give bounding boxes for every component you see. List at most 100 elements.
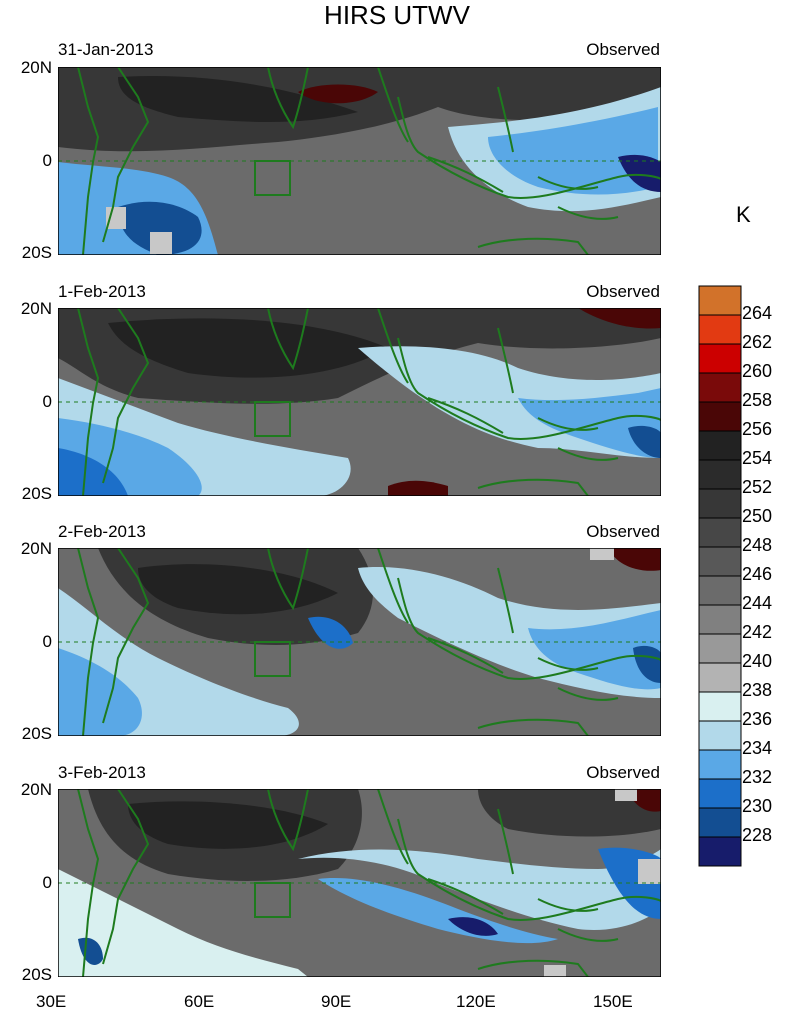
panel-observed-label: Observed bbox=[586, 522, 660, 541]
moist-region bbox=[118, 201, 202, 255]
missing-data-patch bbox=[590, 548, 614, 560]
lat-label-20s: 20S bbox=[21, 243, 52, 262]
lon-label: 30E bbox=[36, 992, 67, 1011]
panel-observed-label: Observed bbox=[586, 763, 660, 782]
figure-title: HIRS UTWV bbox=[324, 0, 470, 30]
colorbar-tick-label: 238 bbox=[742, 680, 773, 700]
moist-region bbox=[308, 616, 353, 649]
moist-region bbox=[58, 648, 142, 736]
moist-region bbox=[518, 388, 661, 458]
moist-region bbox=[488, 107, 658, 195]
colorbar-swatch bbox=[698, 836, 742, 867]
colorbar-tick-label: 254 bbox=[742, 448, 773, 468]
colorbar-tick-label: 248 bbox=[742, 535, 773, 555]
colorbar-swatch bbox=[698, 285, 742, 316]
colorbar-tick-label: 242 bbox=[742, 622, 773, 642]
colorbar-swatch bbox=[698, 459, 742, 490]
colorbar-tick-label: 236 bbox=[742, 709, 773, 729]
colorbar-tick-label: 234 bbox=[742, 738, 773, 758]
region-box bbox=[254, 401, 291, 437]
colorbar-tick-label: 260 bbox=[742, 361, 773, 381]
lon-label: 150E bbox=[593, 992, 633, 1011]
colorbar-tick-label: 256 bbox=[742, 419, 773, 439]
colorbar-tick-label: 264 bbox=[742, 303, 773, 323]
moist-region bbox=[58, 869, 308, 977]
region-box bbox=[254, 882, 291, 918]
panel-observed-label: Observed bbox=[586, 40, 660, 59]
lat-label-20n: 20N bbox=[20, 299, 52, 318]
coastline bbox=[77, 789, 661, 977]
region-box bbox=[254, 160, 291, 196]
colorbar-swatch bbox=[698, 488, 742, 519]
moist-region bbox=[618, 154, 661, 192]
colorbar-tick-label: 232 bbox=[742, 767, 773, 787]
region-box bbox=[254, 641, 291, 677]
map-panel bbox=[58, 67, 661, 255]
colorbar-swatch bbox=[698, 401, 742, 432]
colorbar-swatch bbox=[698, 343, 742, 374]
colorbar-swatch bbox=[698, 314, 742, 345]
map-panel bbox=[58, 308, 661, 496]
coastline bbox=[77, 67, 661, 255]
panel-date-label: 1-Feb-2013 bbox=[58, 282, 146, 301]
panel-date-label: 31-Jan-2013 bbox=[58, 40, 154, 59]
colorbar-swatch bbox=[698, 430, 742, 461]
panel-date-label: 2-Feb-2013 bbox=[58, 522, 146, 541]
missing-data-patch bbox=[544, 965, 566, 977]
panel-date-label: 3-Feb-2013 bbox=[58, 763, 146, 782]
colorbar-tick-label: 228 bbox=[742, 825, 773, 845]
colorbar-tick-label: 244 bbox=[742, 593, 773, 613]
lat-label-20s: 20S bbox=[21, 965, 52, 984]
colorbar-tick-label: 240 bbox=[742, 651, 773, 671]
colorbar-swatch bbox=[698, 372, 742, 403]
colorbar-swatch bbox=[698, 633, 742, 664]
darker-region bbox=[108, 318, 388, 378]
lat-label-0: 0 bbox=[42, 151, 52, 170]
moist-region bbox=[628, 425, 661, 458]
lat-label-20s: 20S bbox=[21, 484, 52, 503]
moist-region bbox=[448, 917, 498, 936]
lon-label: 60E bbox=[184, 992, 215, 1011]
lat-label-0: 0 bbox=[42, 392, 52, 411]
colorbar bbox=[698, 285, 742, 867]
lat-label-0: 0 bbox=[42, 873, 52, 892]
lon-label: 90E bbox=[321, 992, 352, 1011]
lat-label-20n: 20N bbox=[20, 539, 52, 558]
colorbar-swatch bbox=[698, 778, 742, 809]
panel-observed-label: Observed bbox=[586, 282, 660, 301]
lat-label-20n: 20N bbox=[20, 780, 52, 799]
missing-data-patch bbox=[615, 789, 637, 801]
colorbar-tick-label: 250 bbox=[742, 506, 773, 526]
colorbar-swatch bbox=[698, 604, 742, 635]
very-dry-region bbox=[388, 480, 448, 496]
colorbar-swatch bbox=[698, 720, 742, 751]
lat-label-20s: 20S bbox=[21, 724, 52, 743]
map-panel bbox=[58, 548, 661, 736]
colorbar-swatch bbox=[698, 749, 742, 780]
moist-region bbox=[528, 610, 661, 690]
colorbar-tick-label: 246 bbox=[742, 564, 773, 584]
very-dry-region bbox=[608, 548, 661, 571]
coastline bbox=[77, 308, 661, 496]
missing-data-patch bbox=[150, 232, 172, 254]
very-dry-region bbox=[298, 84, 378, 104]
colorbar-swatch bbox=[698, 662, 742, 693]
colorbar-swatch bbox=[698, 575, 742, 606]
moist-region bbox=[58, 448, 128, 496]
lon-label: 120E bbox=[456, 992, 496, 1011]
darker-region bbox=[128, 801, 328, 849]
colorbar-swatch bbox=[698, 517, 742, 548]
colorbar-swatch bbox=[698, 691, 742, 722]
missing-data-patch bbox=[638, 859, 661, 884]
map-panel bbox=[58, 789, 661, 977]
lat-label-20n: 20N bbox=[20, 58, 52, 77]
very-dry-region bbox=[578, 308, 661, 329]
colorbar-tick-label: 258 bbox=[742, 390, 773, 410]
colorbar-swatch bbox=[698, 546, 742, 577]
moist-region bbox=[78, 937, 103, 965]
colorbar-tick-label: 230 bbox=[742, 796, 773, 816]
colorbar-swatch bbox=[698, 807, 742, 838]
moist-region bbox=[318, 878, 558, 944]
coastline bbox=[77, 548, 661, 736]
colorbar-tick-label: 262 bbox=[742, 332, 773, 352]
